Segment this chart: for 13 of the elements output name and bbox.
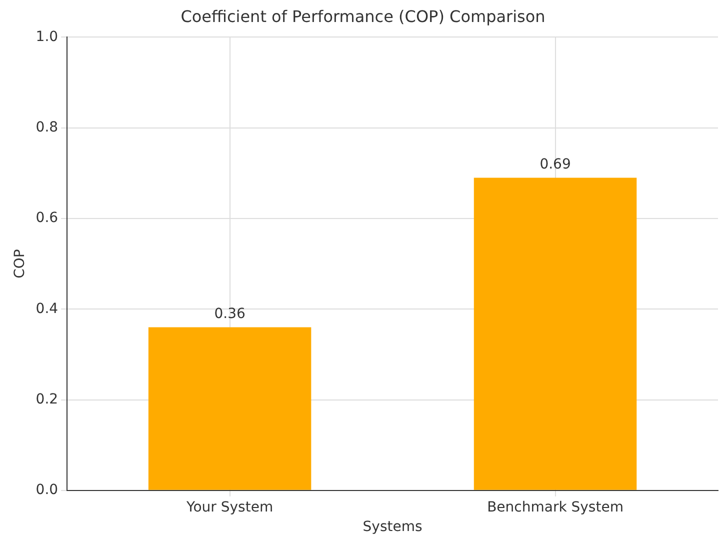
y-tick-label: 0.6 (36, 210, 58, 226)
y-tick-label: 0.4 (36, 300, 58, 317)
x-axis-title: Systems (362, 519, 422, 536)
y-tick-label: 0.0 (36, 482, 58, 498)
y-tick-label: 1.0 (36, 28, 58, 45)
x-tick-label: Your System (186, 499, 274, 516)
y-tick-label: 0.2 (36, 391, 58, 408)
data-label: 0.69 (540, 156, 571, 172)
x-tick-label: Benchmark System (487, 499, 624, 516)
chart-title: Coefficient of Performance (COP) Comparison (180, 6, 546, 26)
data-label: 0.36 (214, 306, 246, 322)
y-tick-label: 0.8 (36, 119, 58, 136)
y-axis-title: COP (12, 249, 28, 278)
